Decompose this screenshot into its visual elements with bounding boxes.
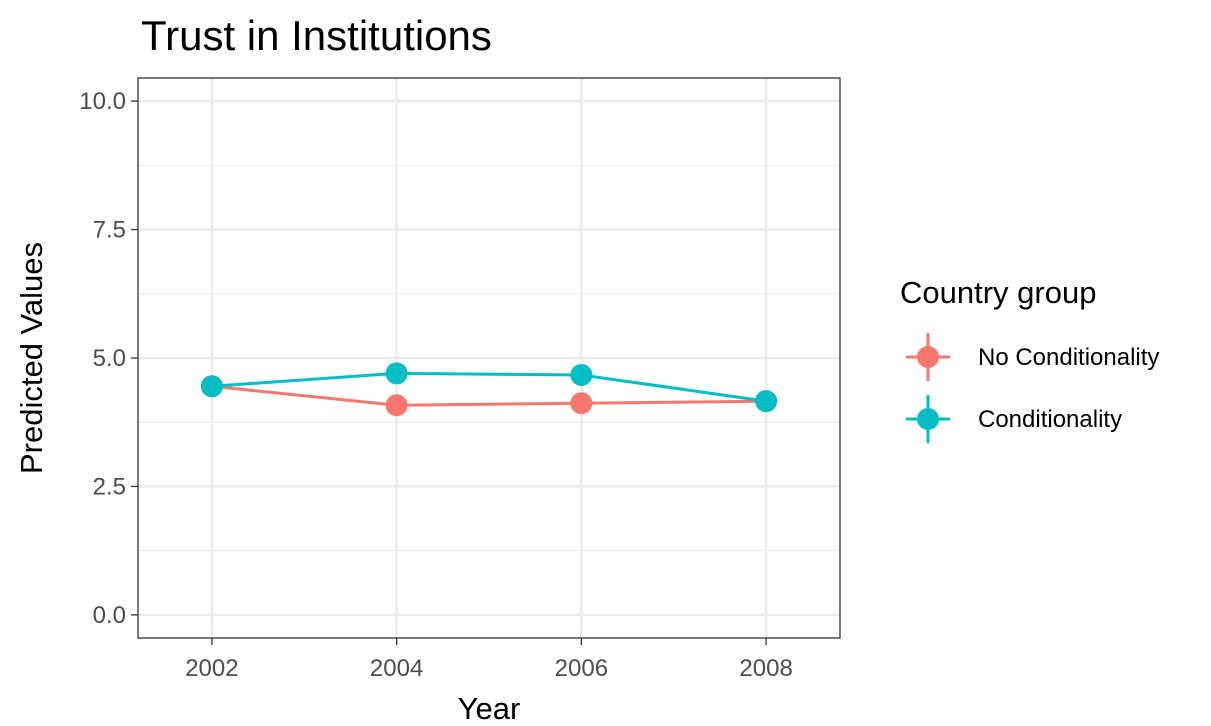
y-tick-label: 2.5 — [93, 473, 126, 500]
legend-label-no-conditionality: No Conditionality — [978, 344, 1159, 371]
data-point-conditionality — [385, 362, 408, 385]
x-tick-label: 2006 — [555, 655, 608, 682]
series-line-no-conditionality — [211, 384, 767, 407]
legend-keys: No Conditionality Conditionality — [906, 333, 1159, 443]
data-point-conditionality — [200, 375, 223, 398]
data-point-no-conditionality — [385, 394, 408, 417]
data-point-no-conditionality — [570, 392, 593, 415]
chart-title: Trust in Institutions — [141, 12, 492, 59]
legend: Country group No Conditionality Condition… — [900, 275, 1159, 443]
data-point-conditionality — [755, 390, 778, 413]
y-tick-label: 7.5 — [93, 217, 126, 244]
axis-ticks: 0.0 2.5 5.0 7.5 10.0 2002 2004 2006 2008 — [79, 88, 793, 682]
data-point-conditionality — [570, 363, 593, 386]
series-layer — [200, 362, 778, 417]
legend-title: Country group — [900, 275, 1096, 310]
x-tick-label: 2004 — [370, 655, 423, 682]
y-axis-title: Predicted Values — [14, 242, 49, 474]
legend-key-no-conditionality — [906, 333, 950, 381]
y-tick-label: 10.0 — [79, 88, 126, 115]
grid-lines — [138, 78, 840, 638]
y-tick-label: 0.0 — [93, 602, 126, 629]
x-axis-title: Year — [458, 691, 521, 726]
series-line-conditionality — [211, 371, 767, 403]
y-tick-label: 5.0 — [93, 345, 126, 372]
legend-key-conditionality — [906, 395, 950, 443]
x-tick-label: 2008 — [739, 655, 792, 682]
legend-label-conditionality: Conditionality — [978, 406, 1122, 433]
x-tick-label: 2002 — [185, 655, 238, 682]
